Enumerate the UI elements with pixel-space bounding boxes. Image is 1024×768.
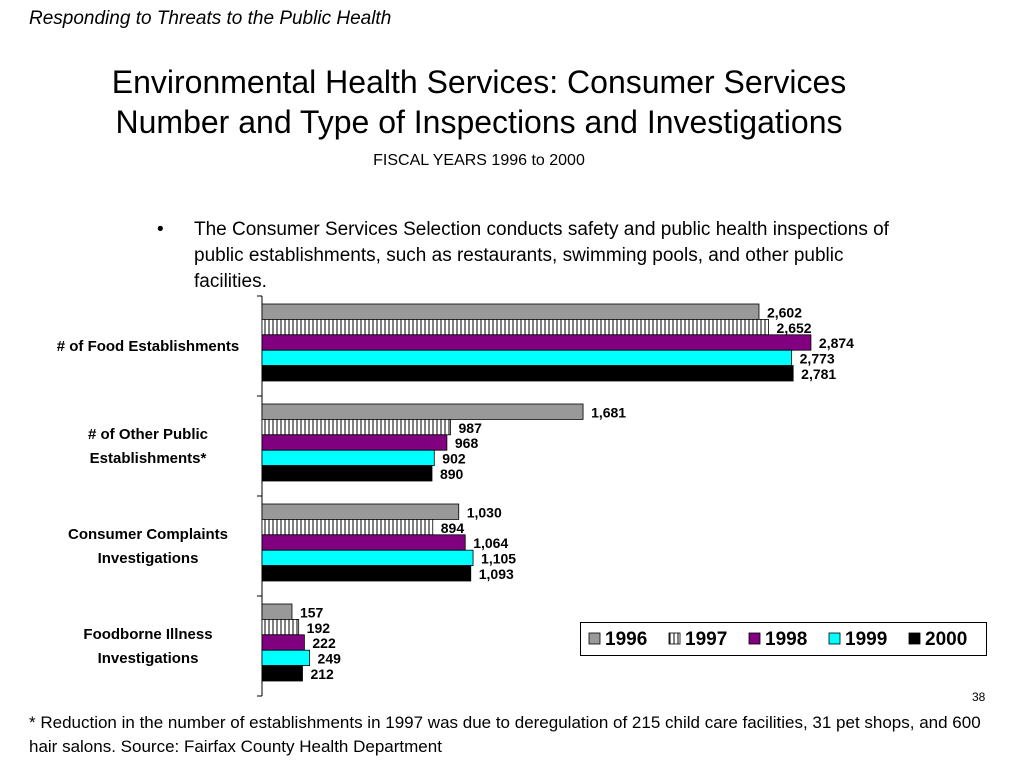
- bar-1999: [261, 349, 793, 367]
- legend-swatch-2000: [908, 632, 921, 645]
- title-line-1: Environmental Health Services: Consumer …: [111, 64, 847, 100]
- section-header: Responding to Threats to the Public Heal…: [29, 8, 392, 29]
- legend-label: 2000: [925, 629, 967, 650]
- bar-1998: [261, 434, 448, 451]
- bar-1998: [261, 334, 812, 351]
- title-line-2: Number and Type of Inspections and Inves…: [115, 104, 843, 140]
- bar-1998: [261, 534, 466, 551]
- bar-1996: [261, 503, 460, 520]
- category-label: # of Food Establishments: [57, 338, 240, 355]
- category-label: Foodborne Illness: [83, 626, 212, 643]
- bar-1999: [261, 549, 474, 567]
- bar-1996: [261, 603, 293, 620]
- category-label: Investigations: [98, 550, 199, 567]
- legend-label: 1997: [685, 629, 727, 650]
- category-label: Consumer Complaints: [68, 526, 228, 543]
- bullet-text: The Consumer Services Selection conducts…: [194, 219, 889, 292]
- bar-1999: [261, 449, 435, 467]
- chart-legend: 1996 1997 1998 1999 2000: [580, 622, 987, 656]
- bar-2000: [261, 365, 794, 382]
- data-label: 2,773: [800, 351, 835, 367]
- legend-label: 1996: [605, 629, 647, 650]
- bar-1997: [261, 318, 769, 336]
- data-label: 1,030: [467, 504, 502, 520]
- data-label: 890: [440, 466, 464, 482]
- page-number: 38: [972, 690, 986, 704]
- bar-1997: [261, 619, 300, 636]
- data-label: 902: [442, 451, 466, 467]
- category-label: # of Other Public: [88, 426, 208, 443]
- category-label: Establishments*: [90, 450, 207, 467]
- data-label: 212: [310, 666, 334, 682]
- category-label: Investigations: [98, 650, 199, 667]
- data-label: 222: [312, 635, 336, 651]
- data-label: 2,874: [819, 335, 854, 351]
- page-title: Environmental Health Services: Consumer …: [0, 62, 958, 142]
- bar-2000: [261, 665, 303, 682]
- legend-swatch-1997: [668, 632, 681, 645]
- bar-1999: [261, 649, 310, 667]
- bullet-symbol: •: [157, 219, 164, 240]
- data-label: 1,681: [591, 404, 626, 420]
- data-label: 192: [307, 620, 331, 636]
- data-label: 2,602: [767, 304, 802, 320]
- data-label: 987: [459, 420, 483, 436]
- bar-1997: [261, 418, 451, 436]
- data-label: 2,652: [777, 320, 812, 336]
- bar-1996: [261, 403, 584, 420]
- page-subtitle: FISCAL YEARS 1996 to 2000: [373, 152, 585, 169]
- legend-label: 1998: [765, 629, 807, 650]
- data-label: 1,064: [473, 535, 508, 551]
- bar-2000: [261, 565, 472, 582]
- legend-swatch-1998: [748, 632, 761, 645]
- data-label: 894: [441, 520, 465, 536]
- bar-2000: [261, 465, 433, 482]
- legend-swatch-1996: [588, 632, 601, 645]
- data-label: 968: [455, 435, 479, 451]
- legend-items: 1996 1997 1998 1999 2000: [588, 629, 967, 650]
- data-label: 2,781: [801, 366, 836, 382]
- bar-1997: [261, 519, 434, 536]
- data-label: 249: [318, 651, 342, 667]
- legend-swatch-1999: [828, 632, 841, 645]
- legend-label: 1999: [845, 629, 887, 650]
- footnote: * Reduction in the number of establishme…: [29, 713, 981, 756]
- data-label: 1,105: [481, 551, 516, 567]
- data-label: 1,093: [479, 566, 514, 582]
- bar-1996: [261, 303, 760, 320]
- bar-1998: [261, 634, 305, 651]
- data-label: 157: [300, 604, 324, 620]
